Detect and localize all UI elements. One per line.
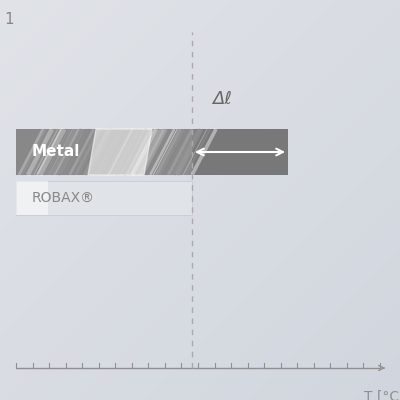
Text: 1: 1	[4, 12, 14, 27]
Text: T [°C]: T [°C]	[364, 390, 400, 400]
Bar	[16, 181, 48, 215]
Text: Metal: Metal	[32, 144, 80, 160]
Text: ROBAX®: ROBAX®	[32, 191, 95, 205]
Bar	[192, 129, 288, 175]
Bar	[16, 129, 192, 175]
Text: Δℓ: Δℓ	[212, 90, 232, 108]
Polygon shape	[88, 129, 152, 175]
Bar	[16, 181, 192, 215]
